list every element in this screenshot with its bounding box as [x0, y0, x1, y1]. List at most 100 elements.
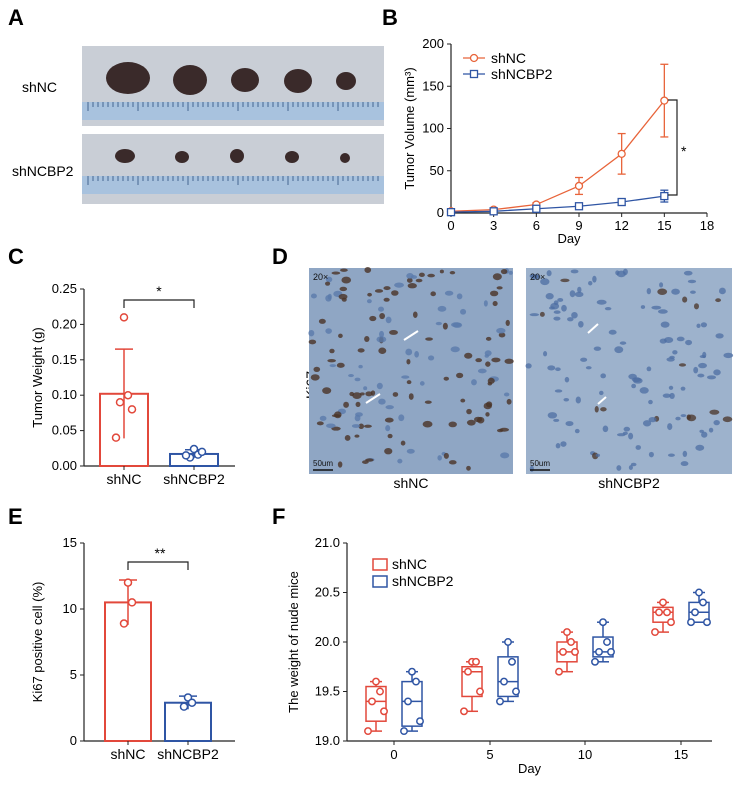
- magnification-2: 20×: [530, 272, 545, 282]
- ihc-nucleus: [685, 339, 693, 346]
- ihc-nucleus: [365, 391, 373, 397]
- ihc-nucleus: [640, 305, 646, 309]
- y-tick-label: 0.20: [52, 316, 77, 331]
- ihc-nucleus: [412, 311, 418, 318]
- series-line-0: [450, 100, 665, 212]
- arrow-pointer: [587, 323, 599, 334]
- y-axis-title: Tumor Volume (mm³): [402, 67, 417, 189]
- ihc-nucleus: [492, 301, 498, 307]
- ihc-nucleus: [560, 278, 570, 283]
- y-tick-label: 5: [70, 667, 77, 682]
- ihc-nucleus: [430, 291, 436, 297]
- data-point: [400, 727, 408, 736]
- data-point: [555, 667, 563, 676]
- ihc-nucleus: [473, 416, 483, 423]
- ihc-nucleus: [672, 350, 678, 355]
- ihc-nucleus: [648, 417, 657, 423]
- ihc-nucleus: [327, 293, 332, 300]
- ihc-nucleus: [310, 374, 320, 381]
- significance-mark: *: [681, 143, 687, 159]
- ihc-nucleus: [352, 392, 362, 399]
- panel-label-e: E: [8, 504, 23, 529]
- x-axis-title: Day: [557, 231, 581, 246]
- scale-text-1: 50um: [313, 459, 333, 468]
- ihc-nucleus: [485, 412, 490, 417]
- significance-bracket: [123, 299, 195, 308]
- ihc-nucleus: [408, 393, 414, 400]
- ihc-nucleus: [406, 358, 411, 365]
- panel-label-a: A: [8, 5, 24, 30]
- row-label-shnc: shNC: [22, 79, 57, 95]
- ihc-nucleus: [487, 377, 495, 384]
- ihc-nucleus: [718, 287, 726, 295]
- tumor-shncbp2-2: [175, 151, 189, 163]
- ihc-nucleus: [569, 290, 576, 298]
- data-point: [460, 707, 468, 716]
- ihc-nucleus: [668, 385, 674, 390]
- y-tick-label: 15: [63, 535, 77, 550]
- ihc-nucleus: [585, 366, 592, 370]
- box: [497, 656, 519, 698]
- ihc-nucleus: [635, 445, 641, 450]
- ihc-nucleus: [701, 431, 708, 438]
- ihc-nucleus: [713, 420, 720, 426]
- ihc-nucleus: [325, 328, 332, 334]
- ihc-nucleus: [715, 333, 724, 339]
- y-tick-label: 20.0: [315, 634, 340, 649]
- ihc-nucleus: [448, 460, 457, 465]
- y-tick-label: 19.0: [315, 733, 340, 748]
- ihc-nucleus: [492, 273, 502, 281]
- ihc-nucleus: [374, 289, 384, 293]
- ihc-nucleus: [648, 399, 653, 405]
- ihc-nucleus: [464, 352, 473, 359]
- data-point: [500, 677, 508, 686]
- data-point: [663, 608, 671, 617]
- legend-label: shNCBP2: [491, 66, 553, 82]
- x-tick-label: 18: [700, 218, 714, 233]
- ihc-nucleus: [449, 270, 456, 275]
- ihc-nucleus: [406, 448, 415, 454]
- ihc-nucleus: [401, 375, 410, 379]
- ihc-nucleus: [475, 358, 483, 363]
- ihc-nucleus: [406, 380, 412, 385]
- y-tick-label: 0.15: [52, 352, 77, 367]
- data-point: [574, 202, 584, 211]
- data-point: [571, 647, 579, 656]
- ihc-nucleus: [700, 322, 708, 328]
- ihc-nucleus: [657, 288, 668, 295]
- ihc-nucleus: [384, 417, 394, 423]
- ihc-nucleus: [364, 267, 372, 273]
- ihc-nucleus: [354, 377, 361, 382]
- ihc-nucleus: [660, 321, 670, 328]
- ihc-nucleus: [708, 427, 714, 433]
- ihc-nucleus: [571, 311, 578, 319]
- y-tick-label: 0.00: [52, 458, 77, 473]
- ihc-nucleus: [554, 389, 563, 393]
- ihc-nucleus: [530, 274, 541, 280]
- ihc-image-shncbp2: [526, 268, 732, 474]
- data-point: [364, 727, 372, 736]
- x-tick-label: shNC: [110, 746, 145, 762]
- panel-label-c: C: [8, 244, 24, 269]
- ihc-nucleus: [355, 412, 363, 417]
- tumor-shnc-4: [284, 69, 312, 93]
- data-point: [127, 405, 137, 414]
- ihc-nucleus: [505, 319, 510, 327]
- significance-bracket: [668, 99, 678, 196]
- data-point: [691, 608, 699, 617]
- ihc-nucleus: [349, 391, 355, 397]
- ihc-nucleus: [450, 346, 460, 353]
- data-point: [667, 618, 675, 627]
- ihc-nucleus: [508, 270, 513, 275]
- ihc-nucleus: [580, 357, 588, 362]
- ihc-nucleus: [405, 348, 413, 356]
- ihc-nucleus: [680, 414, 687, 418]
- box: [401, 680, 423, 727]
- ihc-nucleus: [588, 280, 593, 286]
- data-point: [376, 687, 384, 696]
- ihc-nucleus: [415, 278, 423, 283]
- ihc-nucleus: [376, 336, 387, 343]
- ihc-nucleus: [460, 308, 467, 315]
- data-point: [412, 677, 420, 686]
- data-point: [651, 628, 659, 637]
